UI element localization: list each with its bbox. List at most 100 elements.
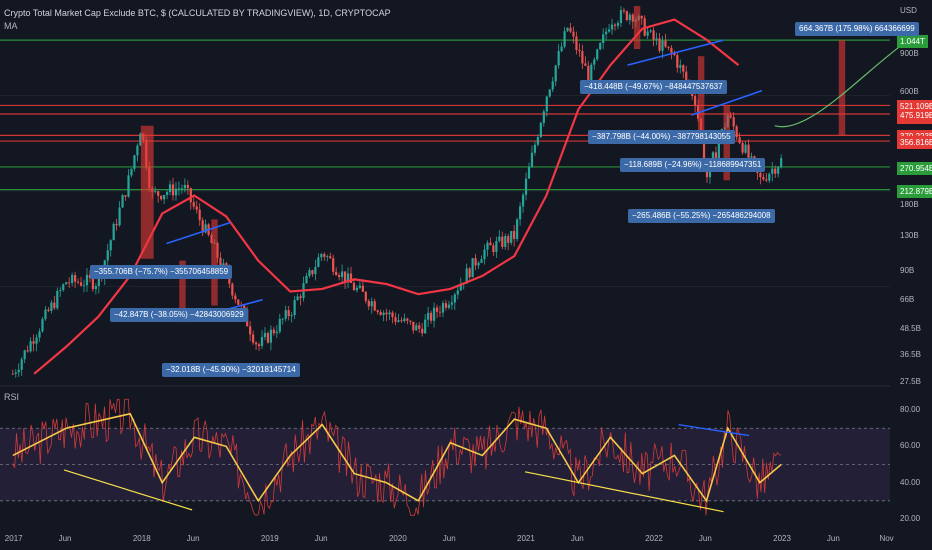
candle-body [607, 29, 611, 32]
candle-body [694, 96, 697, 106]
measure-annotation[interactable]: −42.847B (−38.05%) −42843006929 [110, 308, 248, 322]
candle-body [266, 332, 270, 343]
candle-body [501, 236, 504, 247]
candle-body [370, 301, 373, 307]
candle-body [130, 168, 133, 176]
candle-body [112, 224, 115, 241]
candle-body [539, 122, 542, 138]
candle-body [281, 318, 284, 320]
candle-body [489, 242, 492, 246]
price-tag-6: 270.954B [897, 161, 932, 175]
candle-body [340, 271, 344, 278]
candle-body [521, 194, 525, 207]
candle-body [602, 34, 605, 43]
time-tick-label: 2017 [4, 534, 23, 543]
candle-body [513, 230, 516, 239]
candle-body [492, 245, 495, 253]
price-tag-5: 356.816B [897, 136, 932, 150]
candle-body [269, 329, 272, 343]
candle-body [71, 275, 74, 283]
measure-annotation[interactable]: −32.018B (−45.90%) −32018145714 [162, 363, 300, 377]
candle-body [581, 51, 584, 64]
candle-body [613, 24, 617, 26]
price-unit: USD [900, 6, 917, 15]
candle-body [65, 282, 68, 285]
candle-body [11, 373, 14, 375]
candle-body [263, 332, 267, 338]
candle-body [139, 133, 142, 146]
candle-body [759, 172, 762, 178]
time-tick-label: Jun [826, 534, 840, 543]
candle-body [82, 285, 86, 286]
candle-body [418, 325, 421, 329]
candle-body [219, 257, 222, 267]
candle-body [444, 303, 448, 308]
projection-arrow [774, 43, 904, 128]
candle-body [323, 254, 326, 257]
candle-body [465, 268, 468, 284]
measure-annotation[interactable]: −418.448B (−49.67%) −848447537637 [580, 80, 727, 94]
rsi-tick-label: 80.00 [900, 405, 921, 415]
candle-body [204, 224, 207, 233]
candle-body [358, 285, 361, 288]
measure-annotation[interactable]: −355.706B (−75.7%) −355706458859 [90, 265, 233, 279]
candle-body [243, 305, 246, 310]
candle-body [702, 137, 706, 166]
candle-body [661, 40, 664, 51]
time-tick-label: Jun [698, 534, 712, 543]
candle-body [625, 11, 628, 20]
candle-body [518, 206, 522, 220]
candle-body [192, 202, 195, 207]
candle-body [79, 282, 83, 286]
candle-body [198, 209, 201, 221]
candle-body [432, 307, 436, 321]
indicator-label[interactable]: MA [4, 21, 18, 31]
candle-body [180, 188, 184, 190]
candle-body [717, 142, 720, 158]
time-tick-label: Jun [570, 534, 584, 543]
time-tick-label: Jun [314, 534, 328, 543]
measure-annotation[interactable]: −265.486B (−55.25%) −265486294008 [628, 209, 775, 223]
candle-body [121, 195, 124, 208]
candle-body [44, 309, 47, 320]
candle-body [165, 192, 169, 195]
measure-annotation[interactable]: 664.367B (175.98%) 664366699 [795, 22, 919, 36]
candle-body [59, 290, 62, 291]
rsi-label[interactable]: RSI [4, 392, 20, 402]
time-tick-label: 2023 [773, 534, 791, 543]
candle-body [516, 219, 519, 239]
rsi-raw-line [12, 398, 782, 516]
candle-body [762, 177, 765, 180]
candle-body [572, 31, 575, 37]
candle-body [305, 276, 308, 284]
measure-annotation[interactable]: −118.689B (−24.96%) −118689947351 [620, 158, 766, 172]
candle-body [91, 277, 95, 290]
candle-body [658, 38, 661, 51]
candle-body [424, 319, 427, 334]
candle-body [231, 283, 234, 296]
candle-body [85, 274, 89, 286]
candle-body [62, 284, 65, 291]
candle-body [533, 144, 537, 153]
price-tick-label: 900B [900, 49, 919, 59]
candle-body [421, 328, 424, 334]
candle-body [406, 318, 409, 321]
chart-title: Crypto Total Market Cap Exclude BTC, $ (… [4, 8, 391, 18]
candle-body [682, 65, 685, 72]
price-tick-label: 48.5B [900, 323, 921, 333]
candle-body [578, 49, 581, 52]
candle-body [441, 303, 445, 313]
measure-annotation[interactable]: −387.798B (−44.00%) −387798143055 [588, 130, 735, 144]
candle-body [771, 168, 774, 174]
price-tick-label: 90B [900, 265, 915, 275]
candle-body [88, 274, 92, 278]
candle-body [17, 369, 20, 373]
candle-body [548, 89, 551, 97]
candle-body [619, 10, 623, 23]
candle-body [32, 341, 35, 344]
candle-body [486, 242, 489, 250]
rsi-divergence-2 [524, 471, 724, 513]
price-tick-label: 27.5B [900, 377, 921, 386]
